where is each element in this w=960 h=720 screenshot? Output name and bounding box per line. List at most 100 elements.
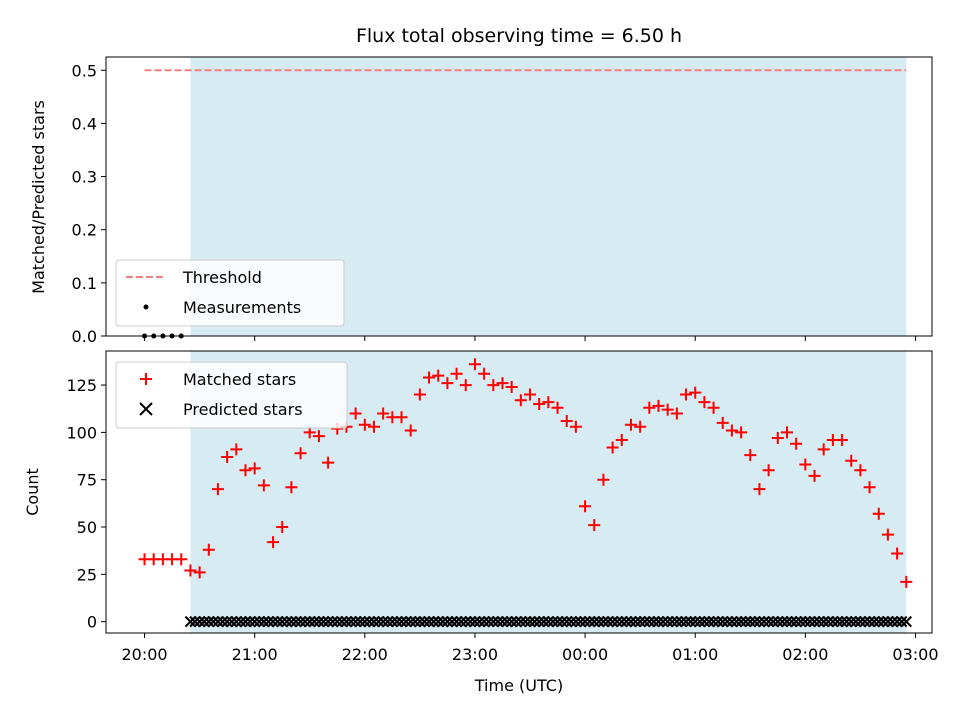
top-y-axis: 0.0 0.1 0.2 0.3 0.4 0.5 [72,61,106,346]
predicted-stars-point [785,615,798,628]
matched-stars-point [579,500,592,513]
predicted-stars-point [483,615,495,628]
matched-stars-point [569,420,582,433]
predicted-stars-point [368,615,380,628]
predicted-stars-point [432,615,444,628]
matched-stars-point [661,403,674,416]
predicted-stars-point [262,615,275,628]
top-y-axis-label: Matched/Predicted stars [29,100,48,294]
predicted-stars-point [464,615,477,628]
predicted-stars-point [221,615,233,628]
matched-stars-point [514,394,527,407]
predicted-stars-point [281,615,293,628]
predicted-stars-point [326,615,339,628]
predicted-stars-point [382,615,394,628]
predicted-stars-point [822,615,834,628]
bottom-legend-box [115,361,348,429]
predicted-stars-point [239,615,252,628]
matched-stars-point [845,454,858,467]
predicted-stars-point [593,615,605,628]
predicted-stars-point [359,615,371,628]
matched-stars-point [450,367,463,380]
x-tick-label: 23:00 [452,645,498,664]
predicted-stars-point [868,615,880,628]
bottom-panel: 0 25 50 75 100 125 20:00 21:00 22:00 23:00 00:00 0… [23,350,939,695]
x-tick-label: 20:00 [121,645,167,664]
predicted-stars-point [386,615,399,628]
matched-stars-point [441,377,454,390]
matched-stars-point [597,473,610,486]
predicted-legend-swatch [139,402,153,416]
predicted-stars-point [317,615,330,628]
matched-stars-point [680,388,693,401]
predicted-stars-point [749,615,761,628]
predicted-stars-point [648,615,660,628]
matched-stars-point [735,426,748,439]
matched-stars-point [606,441,619,454]
predicted-stars-point [299,615,311,628]
matched-stars-point [670,407,683,420]
predicted-stars-point [446,615,458,628]
matched-stars-point [312,430,325,443]
predicted-stars-point [469,615,481,628]
predicted-stars-point [804,615,816,628]
predicted-stars-point [276,615,288,628]
matched-stars-point [413,388,426,401]
predicted-stars-point [501,615,513,628]
matched-stars-point [423,371,436,384]
matched-stars-point [175,553,188,566]
matched-stars-point [836,433,849,446]
bottom-y-tick-label: 25 [77,565,97,584]
predicted-stars-point [345,615,357,628]
predicted-stars-point [730,615,743,628]
matched-stars-point [487,379,500,392]
matched-stars-point [221,450,234,463]
matched-stars-point [780,426,793,439]
predicted-stars-point [753,615,766,628]
matched-stars-point [560,415,573,428]
predicted-stars-point [414,615,426,628]
predicted-stars-point [776,615,789,628]
predicted-stars-point [248,615,261,628]
matched-stars-point [459,379,472,392]
predicted-stars-point [625,615,637,628]
bottom-axes-frame [105,350,933,634]
bottom-y-tick-label: 75 [77,471,97,490]
predicted-stars-point [689,615,701,628]
matched-stars-point [230,443,243,456]
predicted-stars-point [583,615,596,628]
predicted-stars-point [767,615,779,628]
predicted-stars-point [427,615,440,628]
predicted-stars-point [854,615,867,628]
top-y-tick-label: 0.5 [72,61,97,80]
predicted-stars-point [492,615,504,628]
matched-stars-point [184,564,197,577]
matched-legend-label: Matched stars [183,370,296,389]
predicted-stars-point [579,615,591,628]
predicted-stars-point [657,615,669,628]
predicted-stars-point [184,615,197,628]
predicted-stars-point [643,615,656,628]
predicted-stars-point [570,615,582,628]
matched-stars-point [533,397,546,410]
predicted-stars-point [253,615,265,628]
predicted-stars-point [519,615,532,628]
predicted-stars-point [891,615,903,628]
predicted-stars-point [840,615,853,628]
predicted-stars-point [762,615,775,628]
predicted-stars-point [703,615,715,628]
predicted-stars-point [721,615,734,628]
matched-stars-point [542,396,555,409]
matched-stars-point [248,462,261,475]
matched-stars-point [202,543,215,556]
predicted-stars-point [684,615,697,628]
predicted-stars-point [744,615,756,628]
matched-stars-point [707,401,720,414]
predicted-stars-point [671,615,683,628]
predicted-stars-point [400,615,412,628]
predicted-stars-point [836,615,848,628]
predicted-stars-point [441,615,454,628]
bottom-legend: Matched stars Predicted stars [115,361,348,429]
top-x-ticks [144,336,916,341]
matched-stars-point [358,418,371,431]
